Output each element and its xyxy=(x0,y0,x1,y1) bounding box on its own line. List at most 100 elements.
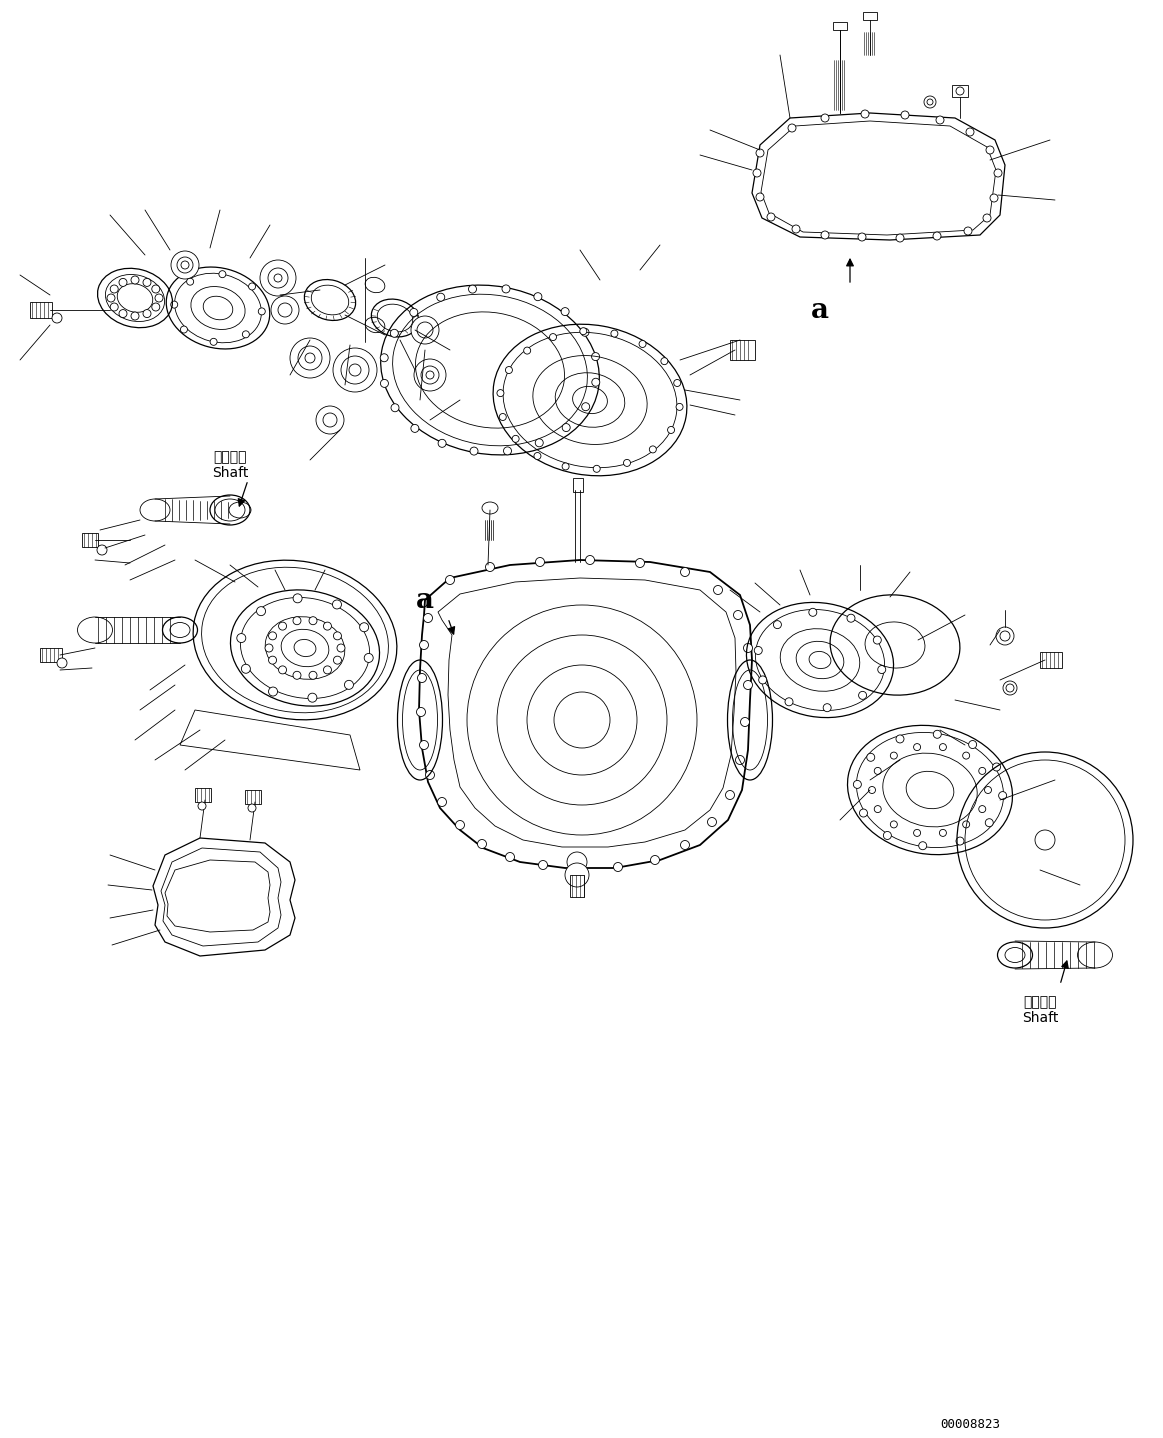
Circle shape xyxy=(901,111,909,119)
Circle shape xyxy=(565,863,588,887)
Circle shape xyxy=(478,840,486,848)
Circle shape xyxy=(990,194,998,201)
Circle shape xyxy=(756,150,764,157)
Bar xyxy=(40,649,62,661)
Circle shape xyxy=(267,267,288,288)
Circle shape xyxy=(152,285,159,293)
Circle shape xyxy=(265,644,273,651)
Circle shape xyxy=(773,621,782,628)
Circle shape xyxy=(568,851,587,871)
Circle shape xyxy=(110,285,119,293)
Circle shape xyxy=(808,608,816,617)
Circle shape xyxy=(278,303,292,316)
Text: a: a xyxy=(811,296,829,324)
Circle shape xyxy=(999,791,1007,800)
Circle shape xyxy=(743,680,752,689)
Circle shape xyxy=(661,358,668,365)
Circle shape xyxy=(242,664,250,673)
Circle shape xyxy=(1003,682,1016,695)
Circle shape xyxy=(896,234,904,242)
Circle shape xyxy=(966,128,973,137)
Circle shape xyxy=(279,666,286,674)
Circle shape xyxy=(416,707,426,716)
Bar xyxy=(83,533,98,546)
Circle shape xyxy=(752,170,761,177)
Circle shape xyxy=(707,817,716,827)
Circle shape xyxy=(305,352,315,362)
Circle shape xyxy=(858,692,866,699)
Circle shape xyxy=(891,752,898,759)
Circle shape xyxy=(110,303,119,311)
Circle shape xyxy=(668,427,675,433)
Circle shape xyxy=(143,309,151,318)
Circle shape xyxy=(411,316,438,344)
Circle shape xyxy=(969,741,977,749)
Circle shape xyxy=(914,743,921,751)
Circle shape xyxy=(585,555,594,565)
Circle shape xyxy=(391,404,399,411)
Circle shape xyxy=(614,863,622,871)
Circle shape xyxy=(734,611,742,620)
Circle shape xyxy=(470,447,478,454)
Circle shape xyxy=(635,558,644,568)
Circle shape xyxy=(785,697,793,706)
Circle shape xyxy=(923,96,936,108)
Circle shape xyxy=(623,459,630,466)
Circle shape xyxy=(859,810,868,817)
Circle shape xyxy=(323,623,331,630)
Circle shape xyxy=(562,424,570,431)
Circle shape xyxy=(582,403,590,411)
Bar xyxy=(245,789,261,804)
Circle shape xyxy=(576,863,585,873)
Circle shape xyxy=(290,338,330,378)
Circle shape xyxy=(445,575,455,584)
Circle shape xyxy=(792,224,800,233)
Circle shape xyxy=(768,213,775,221)
Circle shape xyxy=(847,614,855,623)
Circle shape xyxy=(873,636,882,644)
Circle shape xyxy=(743,643,752,653)
Circle shape xyxy=(985,787,992,794)
Circle shape xyxy=(316,406,344,434)
Circle shape xyxy=(940,830,947,837)
Circle shape xyxy=(418,322,433,338)
Circle shape xyxy=(131,312,140,321)
Circle shape xyxy=(884,831,891,840)
Circle shape xyxy=(418,673,427,683)
Circle shape xyxy=(497,390,504,397)
Circle shape xyxy=(985,818,993,827)
Circle shape xyxy=(821,114,829,122)
Circle shape xyxy=(409,308,418,316)
Circle shape xyxy=(420,741,428,749)
Circle shape xyxy=(994,170,1003,177)
Circle shape xyxy=(964,227,972,234)
Circle shape xyxy=(535,558,544,567)
Circle shape xyxy=(411,424,419,433)
Bar xyxy=(833,22,847,30)
Circle shape xyxy=(171,301,178,308)
Circle shape xyxy=(485,562,494,571)
Circle shape xyxy=(956,837,964,846)
Circle shape xyxy=(534,293,542,301)
Circle shape xyxy=(963,821,970,828)
Circle shape xyxy=(437,293,444,301)
Circle shape xyxy=(869,787,876,794)
Circle shape xyxy=(437,798,447,807)
Circle shape xyxy=(426,771,435,779)
Circle shape xyxy=(549,334,557,341)
Circle shape xyxy=(181,262,190,269)
Circle shape xyxy=(119,279,127,286)
Circle shape xyxy=(673,380,680,387)
Circle shape xyxy=(274,275,281,282)
Circle shape xyxy=(650,856,659,864)
Circle shape xyxy=(538,860,548,870)
Circle shape xyxy=(875,768,882,775)
Circle shape xyxy=(936,116,944,124)
Circle shape xyxy=(956,88,964,95)
Circle shape xyxy=(456,821,464,830)
Circle shape xyxy=(506,853,514,861)
Circle shape xyxy=(896,735,904,743)
Circle shape xyxy=(758,676,766,684)
Circle shape xyxy=(323,413,337,427)
Circle shape xyxy=(535,439,543,447)
